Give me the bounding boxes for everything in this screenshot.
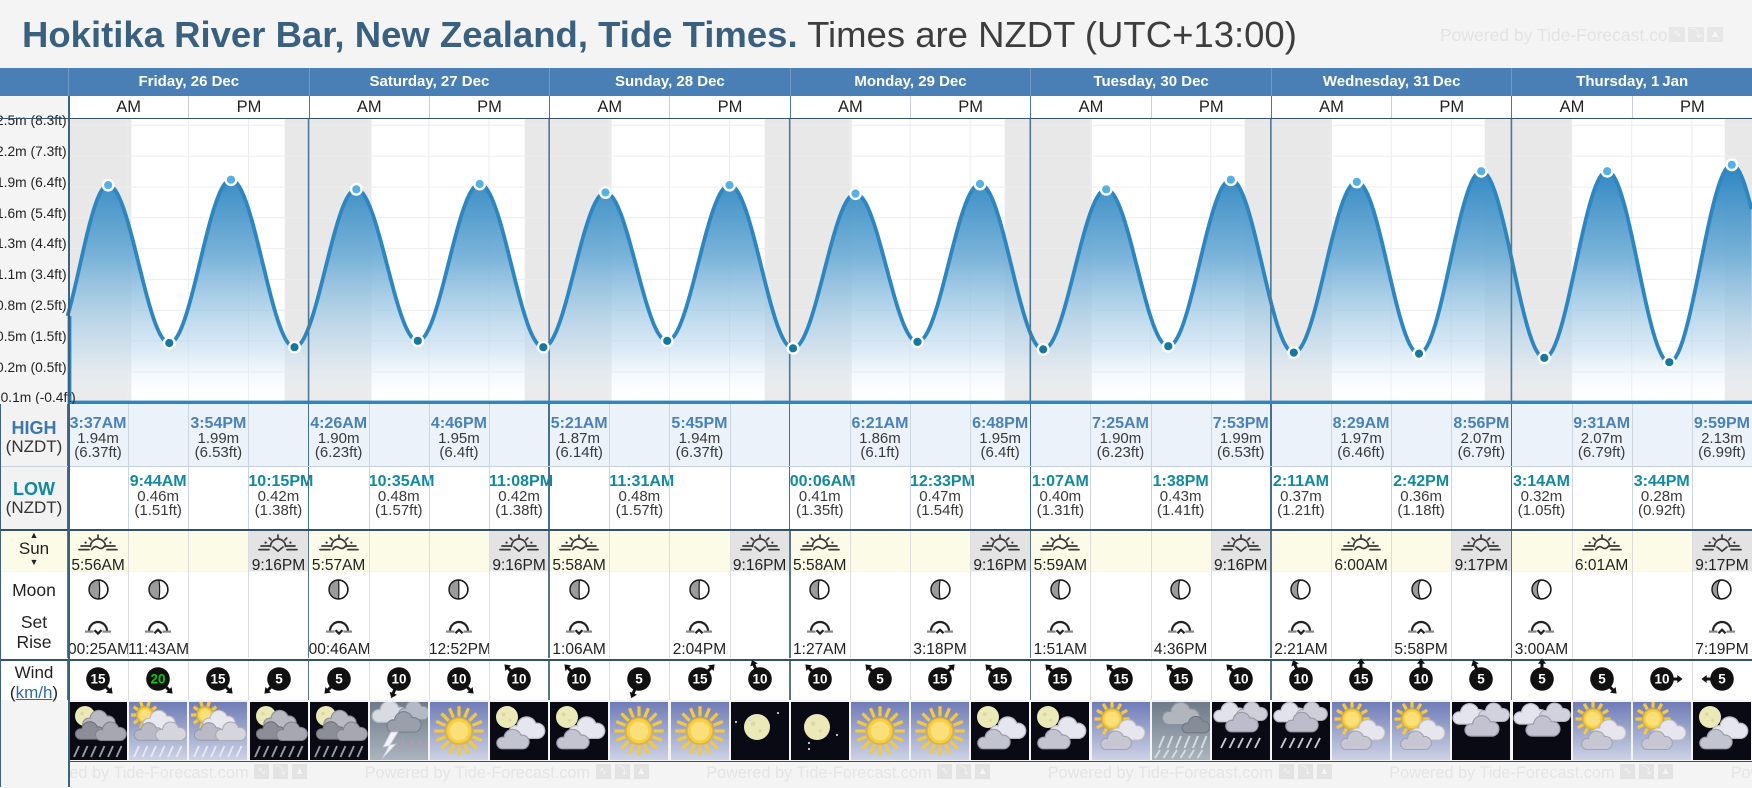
svg-text:10: 10 (451, 671, 466, 686)
svg-text:10: 10 (572, 671, 587, 686)
svg-text:15: 15 (1113, 671, 1129, 686)
svg-text:10: 10 (752, 671, 767, 686)
svg-text:5: 5 (1598, 671, 1606, 686)
svg-text:15: 15 (933, 671, 949, 686)
svg-text:20: 20 (151, 671, 166, 686)
svg-text:5: 5 (636, 671, 644, 686)
svg-text:15: 15 (211, 671, 227, 686)
svg-text:5: 5 (1478, 671, 1486, 686)
svg-text:10: 10 (512, 671, 527, 686)
svg-text:5: 5 (1718, 671, 1726, 686)
svg-text:15: 15 (1354, 671, 1370, 686)
svg-text:15: 15 (1053, 671, 1069, 686)
svg-text:10: 10 (1233, 671, 1248, 686)
svg-text:10: 10 (391, 671, 406, 686)
svg-text:10: 10 (1414, 671, 1429, 686)
svg-text:10: 10 (1654, 671, 1669, 686)
svg-text:5: 5 (876, 671, 884, 686)
svg-text:5: 5 (1538, 671, 1546, 686)
svg-text:15: 15 (1173, 671, 1189, 686)
svg-text:10: 10 (1293, 671, 1308, 686)
svg-text:15: 15 (91, 671, 107, 686)
svg-text:10: 10 (812, 671, 827, 686)
svg-text:5: 5 (335, 671, 343, 686)
svg-text:15: 15 (993, 671, 1009, 686)
svg-text:15: 15 (692, 671, 708, 686)
svg-text:5: 5 (275, 671, 283, 686)
